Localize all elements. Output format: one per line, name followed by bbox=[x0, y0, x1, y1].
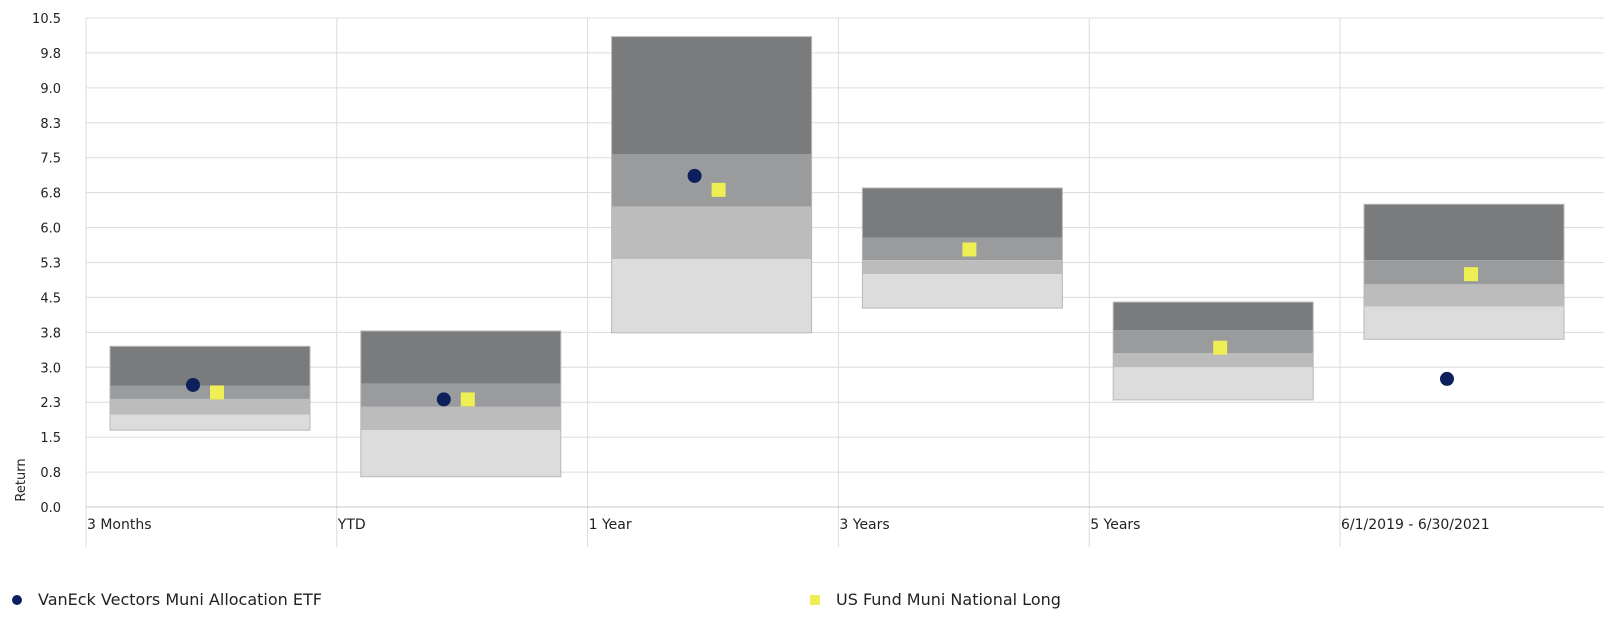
quartile-band bbox=[1113, 367, 1314, 400]
y-tick-label: 6.0 bbox=[40, 222, 61, 237]
legend-label: US Fund Muni National Long bbox=[836, 590, 1061, 609]
category-point bbox=[1213, 340, 1228, 355]
y-tick-label: 2.3 bbox=[40, 396, 61, 411]
x-axis-ticks: 3 Months YTD 1 Year 3 Years 5 Years 6/1/2019 … bbox=[87, 517, 1490, 533]
quartile-box-outline bbox=[1363, 203, 1565, 340]
quartile-band bbox=[360, 406, 561, 431]
quartile-band bbox=[1113, 353, 1314, 368]
x-tick-label: 1 Year bbox=[589, 517, 632, 533]
quartile-band bbox=[862, 187, 1063, 238]
y-axis-ticks: 0.0 0.8 1.5 2.3 3.0 3.8 4.5 5.3 6.0 6.8 7.5 8.3 9.0 9… bbox=[32, 12, 61, 516]
y-tick-label: 10.5 bbox=[32, 12, 61, 27]
x-tick-label: 3 Years bbox=[839, 517, 889, 533]
legend-label: VanEck Vectors Muni Allocation ETF bbox=[38, 590, 322, 609]
quartile-band bbox=[611, 153, 812, 207]
x-tick-label: YTD bbox=[337, 517, 366, 533]
square-marker-icon bbox=[810, 594, 820, 605]
quartile-bands bbox=[109, 36, 1565, 478]
category-point bbox=[962, 242, 977, 257]
quartile-band bbox=[1364, 284, 1564, 307]
quartile-band bbox=[1364, 306, 1564, 340]
legend: VanEck Vectors Muni Allocation ETF US Fu… bbox=[10, 588, 1590, 618]
chart: 0.0 0.8 1.5 2.3 3.0 3.8 4.5 5.3 6.0 6.8 7.5 8.3 9.0 9… bbox=[14, 12, 1604, 547]
x-tick-label: 5 Years bbox=[1090, 517, 1140, 533]
y-axis-label: Return bbox=[14, 458, 29, 501]
fund-point bbox=[1440, 371, 1454, 386]
fund-point bbox=[186, 377, 200, 392]
y-tick-label: 0.8 bbox=[40, 466, 61, 481]
quartile-box-outline bbox=[109, 345, 311, 431]
category-point bbox=[460, 392, 475, 407]
y-tick-label: 9.8 bbox=[40, 47, 61, 62]
y-tick-label: 8.3 bbox=[40, 117, 61, 132]
quartile-band bbox=[611, 36, 812, 154]
y-tick-label: 5.3 bbox=[40, 257, 61, 272]
y-tick-label: 6.8 bbox=[40, 187, 61, 202]
x-tick-label: 6/1/2019 - 6/30/2021 bbox=[1341, 517, 1490, 533]
legend-item-fund[interactable]: VanEck Vectors Muni Allocation ETF bbox=[12, 590, 322, 609]
quartile-band bbox=[862, 274, 1063, 309]
quartile-box-outline bbox=[861, 187, 1063, 309]
category-point bbox=[1464, 267, 1478, 282]
quartile-band bbox=[1113, 302, 1314, 331]
y-tick-label: 7.5 bbox=[40, 152, 61, 167]
y-tick-label: 3.0 bbox=[40, 361, 61, 376]
circle-marker-icon bbox=[12, 594, 22, 605]
data-points bbox=[186, 168, 1478, 407]
quartile-box-outline bbox=[360, 330, 562, 478]
x-tick-label: 3 Months bbox=[87, 517, 152, 533]
quartile-band bbox=[360, 330, 561, 384]
y-tick-label: 9.0 bbox=[40, 82, 61, 97]
y-tick-label: 4.5 bbox=[40, 291, 61, 306]
legend-item-category[interactable]: US Fund Muni National Long bbox=[810, 590, 1061, 609]
quartile-box-outline bbox=[611, 36, 813, 334]
y-tick-label: 1.5 bbox=[40, 431, 61, 446]
quartile-band bbox=[110, 398, 310, 415]
fund-point bbox=[436, 392, 451, 407]
y-tick-label: 0.0 bbox=[40, 501, 61, 516]
category-point bbox=[210, 385, 224, 400]
category-point bbox=[711, 182, 726, 197]
quartile-band bbox=[611, 259, 812, 333]
grid bbox=[85, 17, 1604, 547]
quartile-band bbox=[1364, 204, 1564, 261]
quartile-box-outline bbox=[1112, 301, 1314, 401]
quartile-band bbox=[862, 260, 1063, 275]
quartile-band bbox=[360, 430, 561, 477]
quartile-band bbox=[611, 206, 812, 260]
y-tick-label: 3.8 bbox=[40, 326, 61, 341]
fund-point bbox=[687, 168, 702, 183]
quartile-band bbox=[110, 346, 310, 386]
quartile-band bbox=[110, 414, 310, 431]
